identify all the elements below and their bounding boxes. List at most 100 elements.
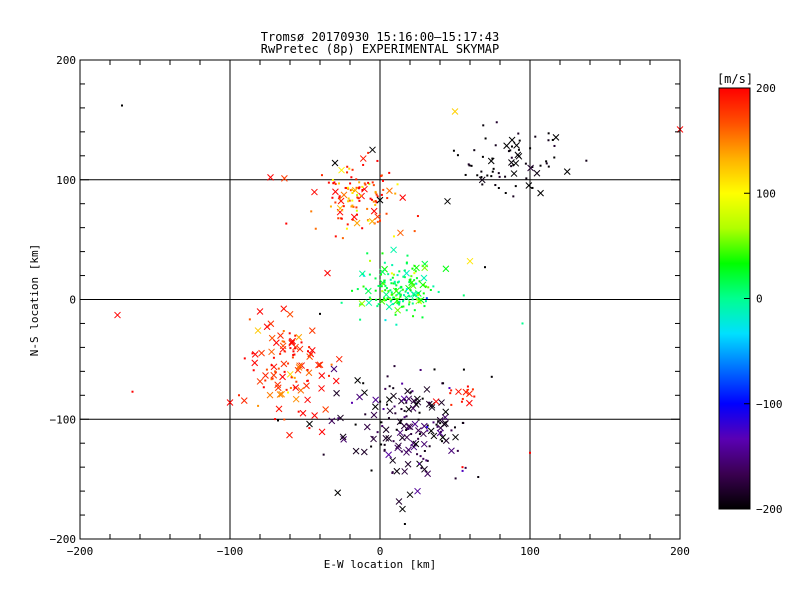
- data-point-cross: [364, 287, 372, 295]
- data-point-cross: [278, 390, 285, 398]
- data-point-dot: [264, 379, 267, 382]
- data-point-dot: [437, 420, 440, 423]
- data-point-dot: [392, 387, 395, 390]
- data-point-dot: [435, 423, 438, 426]
- data-point-dot: [384, 289, 387, 292]
- data-point-dot: [358, 186, 361, 189]
- data-point-dot: [376, 431, 379, 434]
- data-point-dot: [369, 197, 372, 200]
- data-point-dot: [470, 164, 473, 167]
- data-point-dot: [466, 385, 469, 388]
- data-point-dot: [396, 274, 399, 277]
- data-point-cross: [410, 443, 418, 451]
- data-point-dot: [371, 436, 374, 439]
- data-point-cross: [510, 170, 518, 177]
- data-point-dot: [400, 305, 403, 308]
- data-point-cross: [286, 310, 294, 318]
- data-point-dot: [384, 387, 387, 390]
- data-point-dot: [417, 437, 420, 440]
- data-point-dot: [407, 292, 410, 295]
- data-point-cross: [365, 299, 373, 307]
- data-point-dot: [497, 187, 500, 190]
- data-point-dot: [347, 200, 350, 203]
- data-point-dot: [334, 183, 337, 186]
- data-point-dot: [382, 408, 385, 411]
- data-point-dot: [350, 205, 353, 208]
- data-point-dot: [270, 378, 273, 381]
- data-point-dot: [345, 187, 348, 190]
- data-point-dot: [409, 279, 412, 282]
- data-point-cross: [276, 391, 284, 398]
- data-point-cross: [368, 218, 376, 225]
- data-point-dot: [467, 163, 470, 166]
- data-point-cross: [404, 460, 412, 468]
- data-point-dot: [392, 296, 395, 299]
- data-point-cross: [508, 136, 516, 144]
- data-point-dot: [517, 132, 520, 135]
- data-point-cross: [404, 387, 411, 395]
- data-point-dot: [248, 318, 251, 321]
- data-point-cross: [442, 265, 450, 273]
- data-point-cross: [513, 142, 520, 149]
- data-point-cross: [275, 405, 283, 413]
- data-point-dot: [352, 205, 355, 208]
- data-point-cross: [393, 467, 401, 475]
- data-point-dot: [361, 227, 364, 230]
- data-point-cross: [330, 365, 338, 373]
- data-point-cross: [335, 355, 343, 363]
- data-point-dot: [380, 421, 383, 424]
- data-point-dot: [355, 206, 358, 209]
- data-point-dot: [432, 421, 435, 424]
- data-point-dot: [381, 290, 384, 293]
- data-point-dot: [351, 199, 354, 202]
- data-point-dot: [387, 417, 390, 420]
- data-point-cross: [436, 416, 444, 424]
- data-point-dot: [396, 281, 399, 284]
- data-point-dot: [331, 179, 334, 182]
- data-point-dot: [394, 287, 397, 290]
- data-point-cross: [466, 390, 473, 398]
- data-point-cross: [370, 411, 378, 419]
- data-point-cross: [279, 342, 287, 350]
- data-point-cross: [374, 213, 381, 221]
- data-point-dot: [384, 319, 387, 322]
- data-point-dot: [432, 285, 435, 288]
- data-point-dot: [386, 197, 389, 200]
- data-point-dot: [364, 413, 367, 416]
- data-point-dot: [292, 353, 295, 356]
- data-point-dot: [408, 303, 411, 306]
- data-point-dot: [294, 347, 297, 350]
- data-point-dot: [347, 197, 350, 200]
- data-point-dot: [450, 389, 453, 392]
- data-point-dot: [350, 176, 353, 179]
- x-tick-label: 100: [520, 545, 540, 558]
- data-point-cross: [382, 426, 390, 434]
- data-point-dot: [346, 223, 349, 226]
- data-point-cross: [487, 157, 495, 165]
- data-point-dot: [405, 288, 408, 291]
- data-point-dot: [498, 175, 501, 178]
- data-point-dot: [381, 425, 384, 428]
- data-point-dot: [531, 186, 534, 189]
- data-point-dot: [379, 273, 382, 276]
- data-point-cross: [410, 397, 418, 405]
- data-point-cross: [421, 264, 429, 272]
- data-point-cross: [379, 268, 386, 276]
- data-point-dot: [390, 291, 393, 294]
- data-point-dot: [394, 313, 397, 316]
- data-point-cross: [308, 327, 316, 334]
- data-point-cross: [389, 457, 397, 464]
- data-point-dot: [518, 139, 521, 142]
- data-point-cross: [240, 397, 248, 404]
- data-point-dot: [402, 275, 405, 278]
- data-point-cross: [419, 281, 427, 289]
- data-point-cross: [386, 407, 394, 415]
- data-point-cross: [114, 311, 121, 319]
- data-point-dot: [381, 252, 384, 255]
- data-point-dot: [257, 404, 260, 407]
- data-point-dot: [380, 443, 383, 446]
- data-point-cross: [295, 333, 303, 341]
- data-point-cross: [279, 373, 286, 381]
- data-point-cross: [267, 174, 274, 181]
